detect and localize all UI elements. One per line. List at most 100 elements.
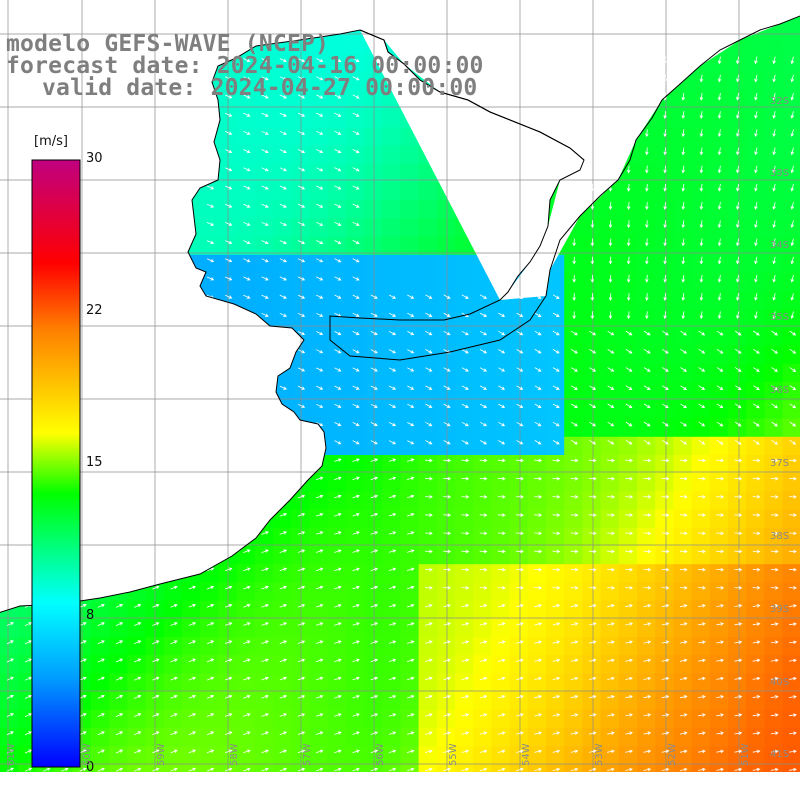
wind-arrow [572,293,576,301]
wind-arrow [497,476,506,481]
wind-arrow [152,585,160,590]
wind-arrow [716,586,725,590]
wind-arrow [590,274,595,283]
wind-arrow [115,676,124,681]
wind-arrow [134,749,142,754]
wind-arrow [225,94,233,99]
wind-arrow [789,531,797,536]
wind-arrow [754,129,758,138]
wind-arrow [334,58,342,63]
wind-arrow [516,676,524,681]
wind-arrow [734,731,743,736]
wind-arrow [334,731,342,735]
wind-arrow [717,293,722,301]
wind-arrow [461,567,470,572]
wind-arrow [461,749,470,754]
wind-arrow [206,694,215,699]
wind-arrow [754,165,758,174]
wind-arrow [334,622,342,626]
wind-arrow [789,622,797,626]
wind-arrow [225,112,233,117]
wind-arrow [406,749,415,753]
wind-arrow [752,495,761,499]
wind-arrow [297,167,306,172]
wind-arrow [589,403,597,409]
wind-arrow [479,349,488,354]
title-forecast-date: forecast date: 2024-04-16 00:00:00 [6,53,484,79]
wind-arrow [790,256,795,265]
wind-arrow [663,147,667,156]
wind-arrow [24,640,33,645]
wind-arrow [315,513,324,517]
wind-arrow [461,586,470,590]
wind-arrow [734,495,743,499]
wind-arrow [206,749,215,754]
wind-arrow [279,240,287,245]
wind-arrow [734,531,743,536]
wind-arrow [552,713,561,717]
wind-arrow [736,165,740,174]
wind-arrow [588,458,597,463]
wind-arrow [734,676,743,681]
wind-arrow [753,421,760,427]
wind-arrow [425,458,433,463]
wind-arrow [679,476,688,481]
lat-label: 38S [770,531,790,542]
wind-arrow [315,567,324,572]
wind-arrow [699,92,704,101]
wind-arrow [626,274,631,283]
wind-arrow [443,640,452,644]
wind-arrow [790,92,795,101]
wind-arrow [315,531,324,535]
wind-arrow [625,367,633,372]
wind-arrow [681,238,686,247]
wind-arrow [352,240,360,245]
wind-arrow [206,731,215,736]
wind-arrow [717,165,722,174]
wind-arrow [24,622,33,627]
wind-arrow [316,331,324,336]
wind-arrow [206,640,215,645]
colorbar-unit: [m/s] [34,134,68,149]
wind-arrow [388,513,397,517]
wind-arrow [243,240,251,245]
wind-arrow [698,513,706,517]
wind-arrow [115,640,124,645]
wind-arrow [770,658,779,663]
wind-arrow [717,238,722,247]
wind-arrow [570,586,579,590]
wind-arrow [115,713,124,717]
wind-arrow [352,258,360,263]
wind-arrow [352,604,360,608]
wind-arrow [279,294,287,299]
lat-label: 40S [770,677,790,688]
wind-arrow [681,129,686,138]
wind-arrow [516,403,524,408]
wind-arrow [206,603,215,608]
wind-arrow [588,731,597,735]
wind-arrow [261,58,269,63]
wind-arrow [698,695,706,699]
wind-arrow [352,367,360,372]
wind-arrow [772,129,776,138]
wind-arrow [570,567,579,572]
wind-arrow [643,567,652,572]
wind-arrow [279,585,288,590]
wind-arrow [680,385,687,390]
wind-arrow [698,658,706,663]
wind-arrow [370,422,378,427]
wind-arrow [479,476,488,481]
wind-arrow [6,713,14,718]
wind-arrow [770,549,779,554]
wind-arrow [225,294,233,299]
wind-arrow [334,531,342,535]
wind-arrow [425,640,433,644]
wind-arrow [754,274,758,283]
wind-arrow [789,458,797,463]
wind-arrow [734,385,742,391]
wind-arrow [626,183,631,192]
wind-arrow [607,367,615,372]
wind-arrow [790,293,795,301]
wind-arrow [225,185,233,190]
wind-arrow [370,331,378,336]
